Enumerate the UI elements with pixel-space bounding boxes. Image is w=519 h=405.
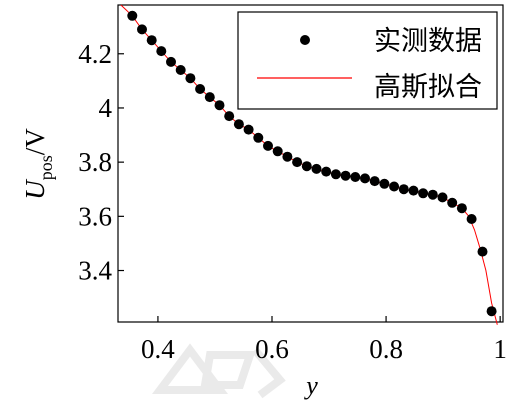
- y-axis-label: Upos/V: [20, 128, 56, 200]
- x-axis-label: y: [303, 371, 318, 400]
- data-point: [214, 100, 225, 111]
- data-point: [253, 132, 264, 143]
- data-point: [282, 151, 293, 162]
- data-point: [466, 214, 477, 224]
- data-point: [447, 197, 458, 208]
- data-point: [204, 92, 215, 103]
- x-tick-label: 0.6: [255, 334, 289, 364]
- y-tick-label: 4: [99, 93, 113, 123]
- y-ticks-layer: 3.4 3.6 3.8 4 4.2: [78, 39, 124, 286]
- data-point: [477, 246, 488, 257]
- data-point: [398, 184, 409, 195]
- y-tick-label: 3.8: [78, 147, 112, 177]
- data-point: [350, 172, 361, 182]
- data-point: [379, 178, 390, 189]
- data-point: [301, 161, 312, 172]
- data-point: [195, 84, 206, 94]
- data-point: [369, 176, 380, 187]
- legend-label-measured: 实测数据: [374, 26, 482, 56]
- data-point: [360, 173, 370, 184]
- plot-frame: [117, 4, 504, 323]
- data-point: [486, 306, 497, 317]
- data-point: [330, 169, 341, 180]
- legend-label-fit: 高斯拟合: [374, 72, 482, 102]
- data-point: [427, 189, 438, 200]
- data-point: [311, 163, 322, 174]
- data-point: [175, 65, 186, 75]
- y-tick-label: 3.4: [78, 256, 112, 286]
- svg-text:Upos/V: Upos/V: [20, 128, 56, 200]
- data-point: [156, 46, 167, 57]
- data-point: [292, 157, 303, 168]
- data-point: [243, 124, 254, 135]
- data-point: [389, 181, 400, 192]
- data-point: [437, 192, 448, 203]
- legend-marker-measured: [300, 35, 310, 45]
- data-point: [340, 170, 351, 181]
- data-point: [263, 140, 273, 151]
- data-point: [272, 146, 283, 157]
- x-tick-label: 0.4: [141, 334, 175, 364]
- legend: 实测数据 高斯拟合: [237, 11, 498, 110]
- data-point: [146, 35, 157, 46]
- data-point: [456, 203, 467, 214]
- y-axis-label-unit: /V: [20, 128, 50, 156]
- data-point: [418, 188, 429, 199]
- data-point: [166, 56, 176, 67]
- data-point: [185, 73, 196, 84]
- data-point: [233, 119, 244, 130]
- y-tick-label: 3.6: [78, 201, 112, 231]
- data-point: [321, 166, 332, 177]
- data-points-layer: [127, 10, 497, 317]
- x-tick-label: 1: [493, 334, 507, 364]
- data-point: [127, 10, 138, 21]
- y-axis-label-subscript: pos: [36, 155, 56, 180]
- legend-box: [237, 11, 498, 110]
- x-ticks-layer: 0.4 0.6 0.8 1: [141, 316, 507, 364]
- y-tick-label: 4.2: [78, 39, 112, 69]
- data-point: [224, 111, 235, 122]
- x-tick-label: 0.8: [369, 334, 403, 364]
- data-point: [137, 24, 147, 35]
- y-axis-label-main: U: [20, 179, 50, 200]
- data-point: [408, 185, 419, 196]
